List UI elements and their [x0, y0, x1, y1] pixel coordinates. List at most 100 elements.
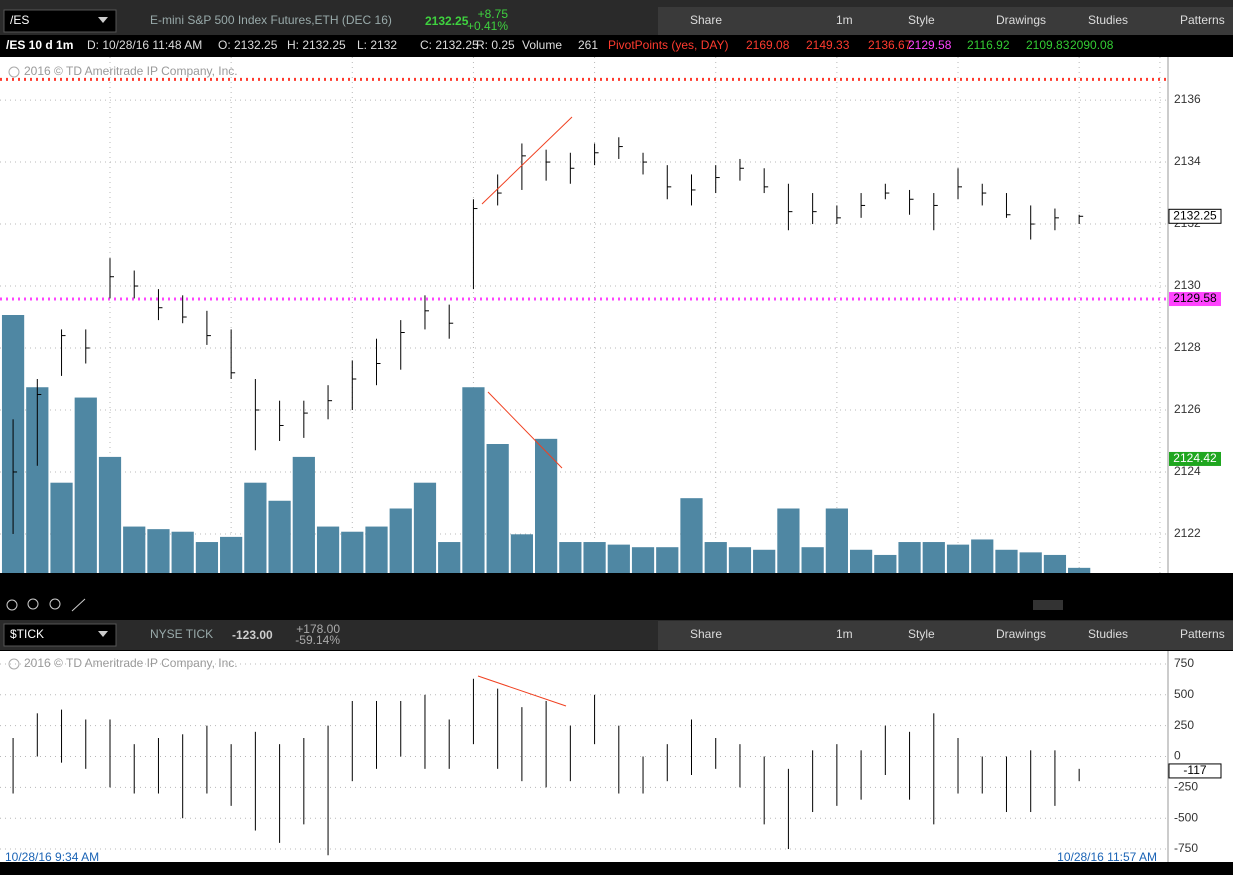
end-date: 10/28/16 11:57 AM [1057, 850, 1157, 864]
price-marker [1168, 208, 1222, 224]
volume-bar [462, 387, 485, 573]
toolbar-button[interactable]: 1m [836, 627, 853, 641]
open: O: 2132.25 [218, 38, 278, 52]
draw-tool[interactable] [71, 598, 86, 612]
close: C: 2132.25 [420, 38, 479, 52]
high: H: 2132.25 [287, 38, 346, 52]
date: D: 10/28/16 11:48 AM [87, 38, 202, 52]
volume-bar [341, 531, 364, 573]
pivot-value: 2090.08 [1070, 38, 1114, 52]
volume-bar [316, 526, 340, 573]
y-tick-label: -500 [1174, 810, 1198, 824]
volume-bar [26, 387, 49, 573]
toolbar-button[interactable]: Share [690, 627, 722, 641]
volume-bar [486, 444, 509, 573]
volume-bar [1068, 567, 1091, 573]
volume-bar [292, 456, 315, 573]
dropdown [98, 631, 108, 637]
trendline [481, 116, 573, 205]
volume-bar [171, 531, 194, 573]
volume-bar [825, 508, 848, 573]
watermark: 2016 © TD Ameritrade IP Company, Inc. [24, 64, 238, 78]
tick-panel [0, 651, 1233, 862]
volume-bar [244, 482, 267, 573]
low: L: 2132 [357, 38, 397, 52]
toolbar-button[interactable]: Style [908, 627, 935, 641]
price-panel [0, 57, 1233, 573]
volume-bar [365, 526, 388, 573]
time-axis [0, 573, 1233, 620]
y-tick-label: 500 [1174, 687, 1194, 701]
volume-bar [995, 549, 1018, 573]
change: +8.75 [478, 7, 509, 21]
volume-bar [704, 542, 727, 573]
volume-bar [971, 539, 994, 573]
volume-bar [389, 508, 412, 573]
volume-bar [1019, 552, 1042, 573]
volume-bar [510, 534, 534, 573]
volume-bar [123, 526, 146, 573]
volume-bar [753, 549, 776, 573]
trendline [477, 675, 567, 707]
y-tick-label: -250 [1174, 780, 1198, 794]
watermark-icon [8, 658, 20, 670]
price-plot: 9:4510:0010:1510:3010:4511:0011:1511:301… [0, 57, 1222, 862]
volume-bar [631, 547, 655, 573]
last-price: -123.00 [232, 628, 273, 642]
volume-bar [680, 498, 703, 573]
toolbar-button[interactable]: Style [908, 13, 935, 27]
toolbar-button[interactable]: Share [690, 13, 722, 27]
watermark-icon [8, 66, 20, 78]
change: +178.00 [296, 622, 340, 636]
y-tick-label: 2122 [1174, 526, 1201, 540]
toolbar-button[interactable]: Drawings [996, 13, 1046, 27]
volume-bar [438, 542, 461, 573]
toolbar-button[interactable]: Studies [1088, 13, 1128, 27]
start-date: 10/28/16 9:34 AM [5, 850, 99, 864]
y-tick-label: 2134 [1174, 154, 1201, 168]
description: NYSE TICK [150, 627, 213, 641]
watermark: 2016 © TD Ameritrade IP Company, Inc. [24, 656, 238, 670]
volume-label: Volume [522, 38, 562, 52]
scrollbar[interactable] [1033, 600, 1063, 610]
toolbar-button[interactable]: Patterns [1180, 627, 1225, 641]
volume-bar [849, 549, 873, 573]
zoom-controls[interactable] [6, 598, 86, 612]
zoom-in[interactable] [27, 598, 39, 610]
price-marker [1168, 763, 1222, 779]
volume-bar [946, 544, 970, 573]
pivot-value: 2169.08 [746, 38, 790, 52]
toolbar-button-group: Share 1m Style Drawings Studies Patterns [690, 627, 1225, 641]
volume-bar [413, 482, 437, 573]
range: R: 0.25 [476, 38, 515, 52]
symbol-box[interactable] [3, 623, 117, 647]
volume-bar [220, 536, 243, 573]
toolbar-button[interactable]: 1m [836, 13, 853, 27]
volume-bar [656, 547, 679, 573]
toolbar-button[interactable]: Patterns [1180, 13, 1225, 27]
volume-bar [74, 397, 97, 573]
toolbar-buttons [658, 621, 1233, 650]
zoom-out[interactable] [49, 598, 61, 610]
toolbar-button[interactable]: Studies [1088, 627, 1128, 641]
volume-bar [777, 508, 800, 573]
change-pct: +0.41% [467, 19, 508, 33]
toolbar-button[interactable]: Drawings [996, 627, 1046, 641]
volume-bar [559, 542, 582, 573]
pivot-value: 2129.58 [908, 38, 952, 52]
pan-icon[interactable] [6, 599, 18, 611]
volume-bar [728, 547, 752, 573]
y-tick-label: 0 [1174, 749, 1181, 763]
y-tick-label: 2130 [1174, 278, 1201, 292]
toolbar-button-group: Share 1m Style Drawings Studies Patterns [690, 13, 1225, 27]
symbol-box[interactable] [3, 9, 117, 33]
price-marker-label: 2124.42 [1173, 451, 1217, 465]
y-tick-label: 250 [1174, 718, 1194, 732]
volume-bar [1043, 554, 1067, 573]
symbol: $TICK [10, 627, 44, 641]
description: E-mini S&P 500 Index Futures,ETH (DEC 16… [150, 13, 392, 27]
volume-bar [607, 544, 630, 573]
trendline [487, 391, 563, 469]
volume: 261 [578, 38, 598, 52]
